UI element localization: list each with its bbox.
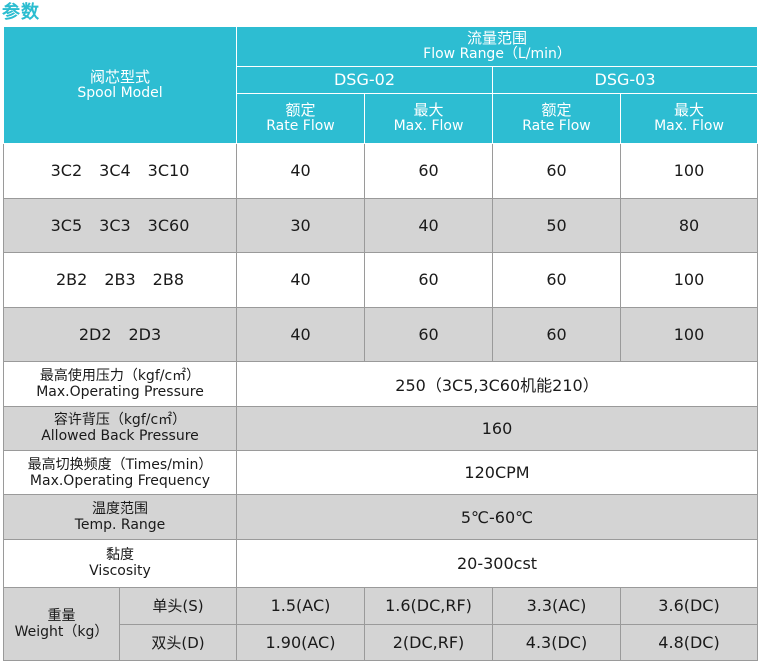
spool-models: 3C5 3C3 3C60 (3, 197, 237, 254)
max-flow-zh: 最大 (674, 101, 705, 120)
rate-flow-en: Rate Flow (522, 117, 591, 134)
table-cell: 1.90(AC) (236, 623, 365, 661)
table-cell: 60 (364, 143, 493, 199)
table-row: 2B2 2B3 2B8 40 60 60 100 (3, 252, 759, 308)
rate-flow-zh: 额定 (285, 101, 316, 120)
weight-row-single: 重量 Weight（kg） 单头(S) 1.5(AC) 1.6(DC,RF) 3… (3, 587, 759, 661)
spool-models: 2B2 2B3 2B8 (3, 252, 237, 308)
spec-label: 黏度 Viscosity (3, 538, 237, 589)
spool-model: 3C4 (99, 161, 131, 181)
table-cell: 60 (364, 306, 493, 363)
spec-label-en: Allowed Back Pressure (41, 428, 199, 445)
max-flow-zh: 最大 (413, 101, 444, 120)
spec-label: 最高切换频度（Times/min） Max.Operating Frequenc… (3, 449, 237, 496)
table-cell: 60 (364, 252, 493, 308)
spec-value: 120CPM (235, 449, 759, 496)
single-head-label: 单头(S) (119, 587, 237, 625)
weight-row-double: 双头(D) 1.90(AC) 2(DC,RF) 4.3(DC) 4.8(DC) (3, 623, 759, 661)
spec-row: 最高切换频度（Times/min） Max.Operating Frequenc… (3, 449, 759, 496)
table-cell: 60 (492, 143, 621, 199)
table-cell: 1.6(DC,RF) (364, 587, 493, 625)
spec-row: 黏度 Viscosity 20-300cst (3, 538, 759, 589)
double-head-label: 双头(D) (119, 623, 237, 661)
table-row: 3C5 3C3 3C60 30 40 50 80 (3, 197, 759, 254)
spool-model: 3C10 (147, 161, 190, 181)
table-cell: 100 (619, 143, 759, 199)
spool-model: 3C3 (99, 215, 131, 235)
spool-model-zh: 阀芯型式 (89, 67, 150, 86)
table-cell: 60 (492, 252, 621, 308)
table-cell: 4.8(DC) (619, 623, 759, 661)
flow-range-zh: 流量范围 (467, 29, 528, 48)
flow-range-en: Flow Range（L/min） (423, 46, 571, 63)
max-flow-en: Max. Flow (654, 117, 724, 134)
table-cell: 3.3(AC) (492, 587, 621, 625)
spec-value: 160 (235, 405, 759, 451)
spool-model: 3C5 (50, 215, 83, 235)
max-flow-header: 最大 Max. Flow (619, 92, 759, 145)
spec-label-zh: 最高使用压力（kgf/c㎡） (39, 367, 201, 384)
table-cell: 4.3(DC) (492, 623, 621, 661)
flow-range-header: 流量范围 Flow Range（L/min） (235, 25, 759, 68)
spool-model: 2D2 (78, 324, 112, 344)
spec-row: 容许背压（kgf/c㎡） Allowed Back Pressure 160 (3, 405, 759, 451)
table-cell: 100 (619, 252, 759, 308)
spec-value: 5℃-60℃ (235, 494, 759, 540)
spool-model-header: 阀芯型式 Spool Model (3, 25, 237, 145)
dsg02-header: DSG-02 (236, 66, 493, 94)
spec-label: 最高使用压力（kgf/c㎡） Max.Operating Pressure (3, 361, 237, 407)
weight-label: 重量 Weight（kg） (3, 587, 120, 661)
rate-flow-header: 额定 Rate Flow (492, 92, 621, 145)
spool-models: 2D2 2D3 (3, 306, 237, 363)
rate-flow-header: 额定 Rate Flow (236, 92, 365, 145)
spec-label: 容许背压（kgf/c㎡） Allowed Back Pressure (3, 405, 237, 451)
weight-label-en: Weight（kg） (14, 624, 109, 641)
spec-label: 温度范围 Temp. Range (3, 494, 237, 540)
table-cell: 40 (236, 252, 365, 308)
table-row: 3C2 3C4 3C10 40 60 60 100 (3, 143, 759, 199)
spool-model: 3C60 (147, 215, 190, 235)
table-cell: 40 (236, 143, 365, 199)
spec-value: 250（3C5,3C60机能210） (235, 361, 759, 407)
spec-label-zh: 黏度 (106, 547, 134, 564)
spec-table: 阀芯型式 Spool Model 流量范围 Flow Range（L/min） … (3, 25, 759, 661)
table-cell: 3.6(DC) (619, 587, 759, 625)
spool-model: 2B2 (55, 270, 88, 290)
spool-model: 3C2 (50, 161, 83, 181)
spec-label-en: Max.Operating Frequency (29, 472, 211, 489)
table-cell: 30 (236, 197, 365, 254)
spec-row: 最高使用压力（kgf/c㎡） Max.Operating Pressure 25… (3, 361, 759, 407)
table-cell: 60 (492, 306, 621, 363)
weight-label-zh: 重量 (47, 608, 76, 625)
spec-label-zh: 最高切换频度（Times/min） (27, 456, 213, 473)
section-title: 参数 (2, 2, 40, 23)
table-cell: 2(DC,RF) (364, 623, 493, 661)
table-cell: 40 (236, 306, 365, 363)
spool-model: 2B3 (104, 270, 136, 290)
spec-row: 温度范围 Temp. Range 5℃-60℃ (3, 494, 759, 540)
spool-model: 2D3 (128, 324, 162, 344)
spec-label-zh: 温度范围 (92, 500, 148, 517)
spec-label-en: Max.Operating Pressure (36, 383, 204, 400)
spool-models: 3C2 3C4 3C10 (3, 143, 237, 199)
spec-label-en: Temp. Range (74, 517, 166, 534)
spec-value: 20-300cst (235, 538, 759, 589)
table-cell: 1.5(AC) (236, 587, 365, 625)
spool-model-en: Spool Model (77, 84, 163, 101)
rate-flow-en: Rate Flow (266, 117, 335, 134)
table-cell: 40 (364, 197, 493, 254)
table-cell: 100 (619, 306, 759, 363)
table-row: 2D2 2D3 40 60 60 100 (3, 306, 759, 363)
rate-flow-zh: 额定 (541, 101, 572, 120)
max-flow-en: Max. Flow (393, 117, 464, 134)
max-flow-header: 最大 Max. Flow (364, 92, 493, 145)
spec-label-en: Viscosity (89, 563, 151, 580)
table-cell: 50 (492, 197, 621, 254)
dsg03-header: DSG-03 (491, 66, 759, 94)
spool-model: 2B8 (152, 270, 185, 290)
table-cell: 80 (619, 197, 759, 254)
spec-label-zh: 容许背压（kgf/c㎡） (53, 412, 187, 429)
